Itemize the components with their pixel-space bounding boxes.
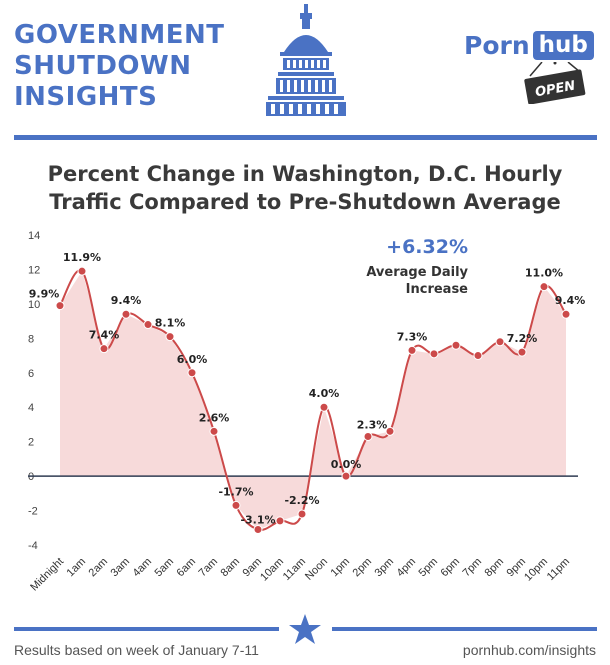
x-tick-label: Noon bbox=[303, 556, 330, 583]
data-point bbox=[187, 368, 197, 378]
chart-title: Percent Change in Washington, D.C. Hourl… bbox=[47, 162, 563, 186]
data-label: 9.4% bbox=[555, 294, 586, 307]
data-label: 11.0% bbox=[525, 267, 563, 280]
data-point bbox=[99, 344, 109, 354]
x-tick-label: 7pm bbox=[460, 556, 484, 580]
data-label: 2.3% bbox=[357, 419, 388, 432]
y-tick-label: 4 bbox=[28, 402, 34, 414]
data-label: 4.0% bbox=[309, 387, 340, 400]
data-label: 7.3% bbox=[397, 330, 428, 343]
hourly-traffic-chart: -4 -2 0 2 4 6 8 10 12 14 9.9% 11.9% 7.4% 9.4% 8.1% 6.0%… bbox=[28, 230, 586, 594]
x-tick-label: 8pm bbox=[482, 556, 506, 580]
data-point bbox=[77, 266, 87, 276]
area-fill bbox=[60, 271, 566, 530]
capitol-dome-icon bbox=[266, 4, 346, 116]
data-label: -1.7% bbox=[218, 485, 253, 498]
annotation-line: Increase bbox=[405, 282, 468, 297]
data-point bbox=[473, 351, 483, 361]
data-point bbox=[121, 309, 131, 319]
footer-url[interactable]: pornhub.com/insights bbox=[462, 642, 596, 658]
y-tick-label: 8 bbox=[28, 333, 34, 345]
title-line: GOVERNMENT bbox=[14, 20, 225, 50]
footer-divider-left bbox=[14, 627, 279, 631]
data-label: 9.4% bbox=[111, 294, 142, 307]
x-tick-label: 10am bbox=[258, 556, 286, 584]
y-tick-label: 12 bbox=[28, 264, 40, 276]
data-point bbox=[363, 432, 373, 441]
x-tick-label: 11am bbox=[281, 556, 308, 583]
data-label: 6.0% bbox=[177, 353, 208, 366]
data-point bbox=[231, 500, 241, 510]
x-tick-label: 10pm bbox=[522, 556, 550, 584]
x-tick-label: 1pm bbox=[328, 556, 352, 580]
x-tick-label: 4am bbox=[130, 556, 154, 580]
y-tick-label: 0 bbox=[28, 471, 34, 483]
data-label: -2.2% bbox=[284, 494, 319, 507]
data-label: 0.0% bbox=[331, 458, 362, 471]
data-point bbox=[539, 282, 549, 292]
data-point bbox=[319, 402, 329, 412]
data-point bbox=[253, 525, 263, 534]
y-tick-label: 10 bbox=[28, 299, 40, 311]
data-label: -3.1% bbox=[240, 514, 275, 527]
infographic-title: GOVERNMENT SHUTDOWN INSIGHTS bbox=[14, 20, 254, 113]
y-tick-label: 6 bbox=[28, 368, 34, 380]
data-point bbox=[275, 516, 285, 526]
data-point bbox=[341, 471, 351, 481]
data-point bbox=[495, 337, 505, 347]
data-point bbox=[561, 309, 571, 319]
x-tick-label: 7am bbox=[196, 556, 220, 580]
x-tick-label: 2am bbox=[86, 556, 110, 580]
x-tick-label: 6am bbox=[174, 556, 198, 580]
footer-divider-right bbox=[332, 627, 597, 631]
x-tick-label: 1am bbox=[64, 556, 88, 580]
x-tick-label: 5am bbox=[152, 556, 176, 580]
average-increase-value: +6.32% bbox=[386, 236, 468, 258]
data-label: 8.1% bbox=[155, 317, 186, 330]
annotation-line: Average Daily bbox=[366, 265, 468, 280]
star-icon bbox=[289, 614, 321, 644]
x-tick-label: 3am bbox=[108, 556, 132, 580]
x-tick-label: 11pm bbox=[545, 556, 572, 583]
data-label: 2.6% bbox=[199, 411, 230, 424]
x-tick-label: 6pm bbox=[438, 556, 462, 580]
x-tick-label: 8am bbox=[218, 556, 242, 580]
pornhub-logo: Porn hub bbox=[464, 28, 594, 62]
footer-note: Results based on week of January 7-11 bbox=[14, 642, 259, 658]
data-point bbox=[165, 332, 175, 342]
y-tick-label: 2 bbox=[28, 437, 34, 449]
logo-text-badge: hub bbox=[532, 30, 594, 60]
x-tick-label: Midnight bbox=[28, 556, 66, 594]
chart-title: Traffic Compared to Pre-Shutdown Average bbox=[49, 190, 561, 214]
title-line: SHUTDOWN bbox=[14, 51, 192, 81]
top-divider bbox=[14, 135, 597, 140]
logo-text-primary: Porn bbox=[464, 30, 530, 60]
data-label: 7.4% bbox=[89, 329, 120, 342]
data-point bbox=[451, 340, 461, 350]
data-point bbox=[407, 345, 417, 355]
data-label: 9.9% bbox=[29, 288, 60, 301]
data-label: 7.2% bbox=[507, 332, 538, 345]
x-tick-label: 5pm bbox=[416, 556, 440, 580]
data-point bbox=[517, 347, 527, 357]
data-point bbox=[55, 301, 65, 311]
data-point bbox=[209, 426, 219, 436]
x-tick-label: 4pm bbox=[394, 556, 418, 580]
data-point bbox=[143, 320, 153, 330]
y-tick-label: -4 bbox=[28, 540, 38, 552]
data-point bbox=[429, 349, 439, 359]
title-line: INSIGHTS bbox=[14, 82, 158, 112]
data-label: 11.9% bbox=[63, 251, 101, 264]
data-point bbox=[297, 509, 307, 519]
y-tick-label: -2 bbox=[28, 506, 38, 518]
data-point bbox=[385, 426, 395, 436]
x-tick-label: 3pm bbox=[372, 556, 396, 580]
y-tick-label: 14 bbox=[28, 230, 40, 242]
sign-text: OPEN bbox=[534, 79, 576, 101]
open-sign-icon: OPEN bbox=[524, 62, 586, 104]
average-increase-label: Average Daily Increase bbox=[300, 264, 468, 298]
x-tick-label: 2pm bbox=[350, 556, 374, 580]
